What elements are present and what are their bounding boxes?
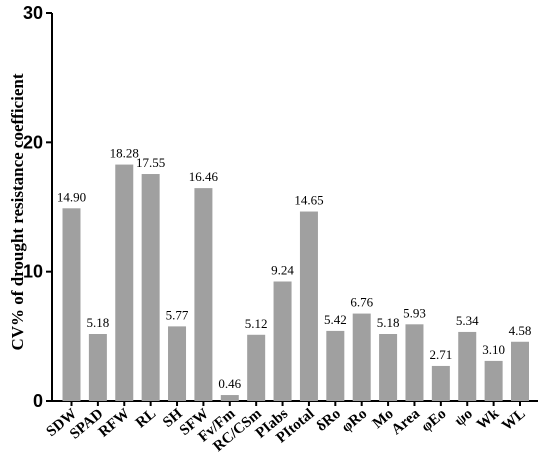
- bars: [62, 164, 529, 401]
- bar: [458, 331, 477, 401]
- data-label: 2.71: [429, 347, 452, 362]
- y-ticks: 0 10 20 30: [23, 3, 52, 411]
- data-label: 16.46: [189, 169, 219, 184]
- bar: [326, 330, 345, 401]
- data-label: 17.55: [136, 155, 165, 170]
- bar: [379, 334, 398, 401]
- bar: [62, 208, 81, 401]
- data-label: 14.65: [294, 193, 323, 208]
- data-label: 14.90: [57, 189, 86, 204]
- bar: [299, 211, 318, 401]
- bar: [194, 188, 213, 401]
- x-tick-label: ψo: [452, 406, 476, 430]
- x-tick-label: RFW: [96, 406, 133, 441]
- y-tick-label: 20: [23, 132, 43, 152]
- x-tick-label: RL: [133, 406, 159, 432]
- x-tick-label: φRo: [339, 406, 371, 436]
- x-tick-label: Wk: [474, 405, 503, 433]
- x-tick-label: Area: [389, 405, 424, 438]
- data-label: 3.10: [482, 342, 505, 357]
- bar: [511, 341, 529, 401]
- data-label: 9.24: [271, 262, 294, 277]
- bar: [115, 164, 134, 401]
- bar: [247, 334, 266, 401]
- bar: [220, 395, 239, 401]
- data-label: 6.76: [350, 295, 373, 310]
- bar: [273, 281, 292, 401]
- y-tick-label: 30: [23, 3, 43, 23]
- y-tick-label: 0: [33, 391, 43, 411]
- bar: [484, 360, 503, 401]
- data-label: 5.93: [403, 305, 426, 320]
- data-label: 5.18: [87, 315, 110, 330]
- data-label: 0.46: [218, 376, 241, 391]
- x-tick-label: WL: [499, 406, 528, 434]
- bar: [88, 334, 107, 401]
- y-axis-label: CV% of drought resistance coefficient: [8, 73, 27, 350]
- y-tick-label: 10: [23, 262, 43, 282]
- bar: [168, 326, 187, 401]
- x-tick-label: φEo: [419, 406, 450, 436]
- bar: [141, 174, 160, 401]
- bar: [431, 365, 450, 401]
- x-tick-label: δRo: [314, 406, 344, 435]
- data-label: 18.28: [110, 146, 139, 161]
- data-label: 4.58: [509, 323, 532, 338]
- data-label: 5.42: [324, 312, 347, 327]
- bar: [352, 313, 371, 401]
- data-label: 5.12: [245, 316, 268, 331]
- bar: [405, 324, 424, 401]
- data-label: 5.77: [166, 307, 189, 322]
- data-label: 5.34: [456, 313, 479, 328]
- data-label: 5.18: [377, 315, 400, 330]
